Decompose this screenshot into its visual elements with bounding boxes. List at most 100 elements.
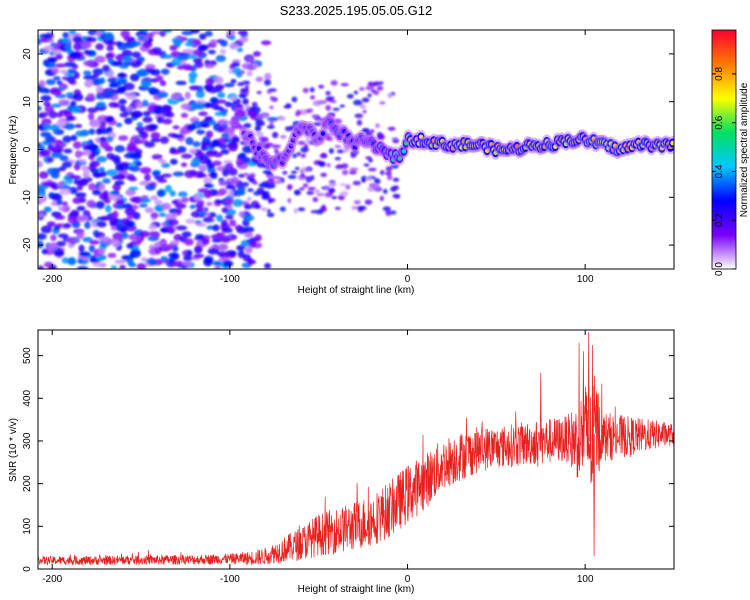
spectrogram-cell — [127, 146, 139, 151]
spectrogram-cell — [50, 146, 57, 152]
spectrogram-cell — [111, 239, 120, 248]
colorbar-tick-label: 0.2 — [714, 213, 725, 227]
spectrogram-cell — [214, 83, 225, 90]
spectrogram-cell — [311, 114, 319, 119]
spectrogram-cell — [267, 198, 273, 204]
spectrogram-cell — [38, 212, 45, 218]
spectrogram-cell — [216, 214, 223, 222]
spectrogram-cell — [53, 225, 61, 231]
spectrogram-cell — [189, 30, 200, 34]
spectrogram-cell — [85, 50, 96, 56]
spectrogram-cell — [76, 266, 89, 269]
spectrogram-cell — [348, 170, 357, 175]
spectrogram-cell — [123, 36, 133, 42]
spectrogram-cell — [203, 216, 213, 223]
spectrogram-cell — [219, 253, 228, 260]
spectrogram-cell — [280, 135, 287, 139]
spectrogram-cell — [139, 230, 151, 238]
spectrogram-cell — [342, 169, 349, 176]
spectrogram-cell — [90, 168, 100, 174]
spectrogram-cell — [239, 152, 246, 158]
spectrogram-cell — [185, 137, 194, 146]
spectrogram-cell — [368, 158, 373, 163]
spectrogram-cell — [116, 60, 123, 66]
colorbar: 0.0 0.2 0.4 0.6 0.8 Normalized spectral ampl… — [711, 29, 750, 276]
spectrogram-cell — [266, 208, 271, 213]
spectrogram-cell — [58, 109, 70, 115]
spectrogram-cell — [237, 250, 245, 259]
spectrogram-cell — [96, 221, 107, 228]
spectrogram-cell — [321, 204, 326, 211]
spectrogram-cell — [237, 190, 246, 196]
spectrogram-cell — [89, 119, 101, 128]
spectrogram-cell — [385, 166, 393, 172]
spectrogram-cell — [244, 232, 254, 238]
spectrogram-cell — [229, 219, 237, 227]
spectrogram-cell — [57, 233, 69, 238]
spectrogram-cell — [171, 199, 179, 205]
spectrogram-cell — [54, 215, 66, 220]
spectrogram-cell — [180, 153, 193, 159]
spectrogram-cell — [118, 98, 127, 105]
snr-y-axis-label: SNR (10 * v/v) — [8, 418, 19, 482]
spectrogram-cell — [51, 103, 62, 108]
spectrogram-cell — [357, 208, 364, 213]
spectrogram-cell — [98, 248, 106, 255]
spectrogram-cell — [135, 125, 145, 132]
spectrogram-cell — [376, 133, 385, 139]
colorbar-tick-label: 0.6 — [714, 115, 725, 129]
spectrogram-cell — [43, 261, 54, 268]
spectrogram-cell — [260, 136, 269, 143]
spectrogram-cell — [387, 92, 393, 99]
spectrogram-cell — [382, 188, 388, 194]
spectrogram-cell — [77, 216, 86, 222]
spectrogram-cell — [128, 165, 141, 172]
spectrogram-cell — [225, 162, 234, 171]
spectrogram-cell — [40, 95, 52, 102]
spectrogram-cell — [104, 204, 112, 213]
spectrogram-cell — [147, 124, 159, 130]
colorbar-ticks: 0.0 0.2 0.4 0.6 0.8 — [712, 67, 736, 276]
spectrogram-cell — [115, 122, 123, 128]
spectrogram-cell — [267, 178, 275, 184]
spectrogram-cell — [168, 252, 179, 259]
spectrogram-cell — [310, 210, 319, 214]
spectrogram-cell — [114, 259, 126, 264]
spectrogram-cell — [82, 171, 91, 179]
spectrogram-cell — [339, 190, 349, 197]
spectrogram-cell — [334, 144, 342, 149]
spectrogram-cell — [243, 226, 255, 233]
spectrogram-cell — [74, 150, 82, 159]
spectrogram-cell — [223, 83, 235, 88]
spectrogram-cell — [61, 257, 69, 264]
spectrogram-cell — [254, 204, 262, 209]
spectrogram-cell — [126, 257, 134, 266]
spectrogram-cell — [240, 88, 250, 93]
spectrogram-cell — [243, 203, 251, 210]
spectrogram-cell — [88, 183, 96, 191]
spectrogram-cell — [218, 188, 228, 196]
spectrogram-cell — [55, 120, 67, 127]
spectrogram-cell — [114, 180, 125, 186]
spectrogram-cell — [95, 200, 105, 209]
spectrogram-cell — [119, 112, 128, 118]
spectrogram-cell — [210, 97, 219, 104]
spectrogram-cell — [365, 85, 375, 91]
spectrogram-cell — [234, 109, 247, 118]
spectrogram-cell — [103, 32, 115, 41]
x-tick-label: -200 — [42, 574, 62, 585]
spectrogram-cell — [222, 168, 230, 177]
spectrogram-cell — [225, 250, 237, 257]
spectrogram-cell — [242, 156, 251, 164]
spectrogram-cell — [80, 36, 89, 41]
spectrogram-cell — [235, 158, 244, 167]
spectrogram-cell — [124, 117, 133, 125]
spectrogram-cell — [41, 181, 54, 187]
spectrogram-cell — [69, 79, 77, 85]
spectrogram-cell — [175, 203, 187, 209]
spectrogram-cell — [58, 166, 67, 172]
spectrogram-cell — [115, 224, 128, 232]
spectrogram-cell — [53, 91, 62, 96]
spectrogram-cell — [208, 143, 216, 149]
spectrogram-cell — [159, 80, 167, 87]
